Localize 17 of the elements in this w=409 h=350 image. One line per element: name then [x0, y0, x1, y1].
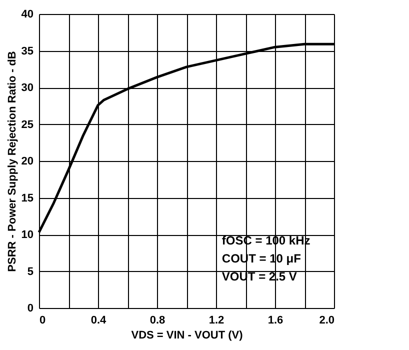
x-tick-label: 0.4 [90, 314, 108, 326]
x-tick-label: 2.0 [319, 314, 334, 326]
y-tick-label: 20 [21, 156, 34, 168]
y-tick-label: 40 [21, 8, 34, 20]
y-tick-label: 0 [27, 302, 34, 314]
x-tick-label: 1.2 [208, 314, 224, 326]
y-tick-label: 5 [27, 266, 34, 278]
y-tick-label: 15 [21, 192, 34, 204]
x-axis-title: VDS = VIN - VOUT (V) [131, 330, 244, 342]
y-tick-label: 35 [21, 45, 34, 58]
x-tick-label: 0.8 [150, 314, 166, 326]
x-tick-label: 1.6 [268, 314, 284, 326]
y-tick-label: 30 [21, 82, 34, 94]
x-tick-label: 0 [40, 314, 46, 326]
y-tick-label: 25 [21, 118, 34, 131]
y-tick-label: 10 [21, 229, 34, 241]
y-axis-title: PSRR - Power Supply Rejection Ratio - dB [6, 51, 18, 272]
